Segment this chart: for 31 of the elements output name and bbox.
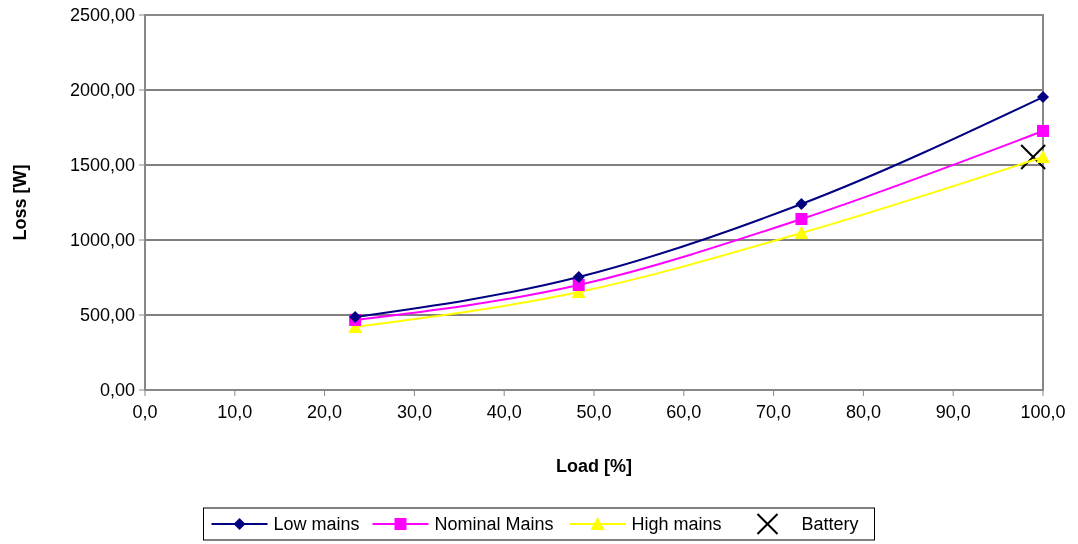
y-tick-label: 2000,00 xyxy=(69,80,135,101)
point xyxy=(572,271,585,284)
point xyxy=(1036,150,1050,164)
x-tick-label: 20,0 xyxy=(307,402,343,422)
x-tick-label: 80,0 xyxy=(845,402,881,422)
x-tick-label: 60,0 xyxy=(666,402,702,422)
point xyxy=(1037,91,1049,104)
point xyxy=(1037,124,1049,137)
x-tick-label: 10,0 xyxy=(217,402,253,422)
y-tick-label: 1500,00 xyxy=(69,155,135,176)
legend-label: High mains xyxy=(631,514,722,535)
x-tick-label: 100,0 xyxy=(1020,402,1066,422)
y-tick-label: 1000,00 xyxy=(69,230,135,251)
x-axis-title: Load [%] xyxy=(556,456,632,476)
legend-label: Nominal Mains xyxy=(434,514,554,535)
point xyxy=(795,213,808,225)
y-tick-label: 500,00 xyxy=(79,305,135,326)
point xyxy=(1020,144,1047,171)
x-tick-label: 50,0 xyxy=(576,402,612,422)
x-tick-label: 30,0 xyxy=(396,402,432,422)
y-tick-label: 0,00 xyxy=(99,380,135,401)
legend-label: Battery xyxy=(801,514,859,535)
x-tick-label: 40,0 xyxy=(486,402,522,422)
y-tick-label: 2500,00 xyxy=(69,5,135,26)
x-tick-label: 0,0 xyxy=(132,402,158,422)
x-tick-label: 90,0 xyxy=(935,402,971,422)
y-axis-title: Loss [W] xyxy=(10,164,30,241)
point xyxy=(794,225,809,239)
x-tick-label: 70,0 xyxy=(756,402,792,422)
point xyxy=(795,198,808,210)
legend-label: Low mains xyxy=(273,514,360,535)
